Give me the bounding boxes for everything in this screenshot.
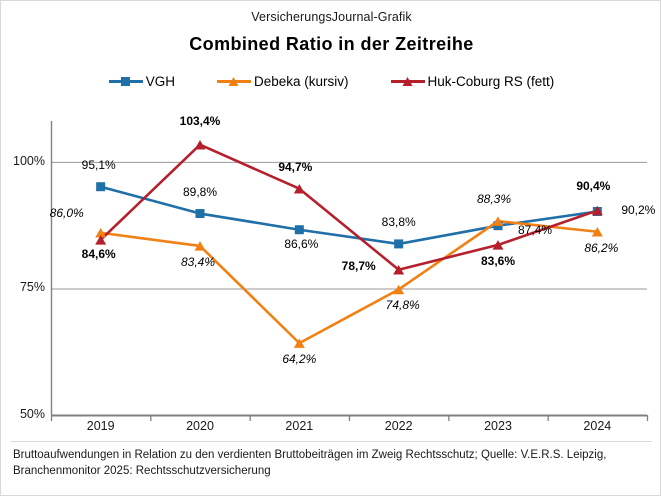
chart-footnote: Bruttoaufwendungen in Relation zu den ve… — [13, 449, 607, 477]
legend-swatch-vgh — [108, 73, 143, 89]
x-axis-tick-label: 2019 — [86, 419, 115, 433]
data-label-debeka-2019: 86,0% — [49, 205, 84, 220]
legend-label-debeka: Debeka (kursiv) — [253, 73, 349, 89]
data-label-vgh-2019: 95,1% — [81, 157, 116, 172]
data-label-debeka-2020: 83,4% — [180, 254, 216, 269]
square-marker-icon — [120, 77, 130, 86]
data-label-debeka-2024: 86,2% — [584, 240, 619, 255]
plot-area — [51, 129, 647, 415]
chart-legend: VGH Debeka (kursiv) Huk-Coburg RS (fett) — [1, 73, 661, 89]
data-label-vgh-2024: 90,2% — [621, 202, 656, 217]
data-label-huk-2022: 78,7% — [341, 258, 376, 273]
triangle-marker-icon — [402, 77, 412, 86]
legend-label-vgh: VGH — [145, 73, 175, 89]
x-axis-tick-label: 2020 — [186, 419, 214, 433]
data-label-vgh-2020: 89,8% — [182, 184, 218, 199]
x-axis-tick-label: 2021 — [285, 419, 314, 433]
data-label-vgh-2021: 86,6% — [284, 236, 319, 251]
data-label-huk-2023: 83,6% — [480, 253, 516, 268]
data-label-huk-2024: 90,4% — [576, 179, 611, 194]
data-label-debeka-2022: 74,8% — [385, 298, 420, 313]
axis-grid — [50, 121, 649, 421]
legend-item-vgh[interactable]: VGH — [108, 73, 175, 89]
legend-item-huk[interactable]: Huk-Coburg RS (fett) — [390, 73, 555, 89]
y-axis-tick-label: 75% — [19, 280, 45, 295]
triangle-marker-icon — [228, 77, 239, 86]
legend-label-huk: Huk-Coburg RS (fett) — [427, 73, 555, 89]
x-axis-tick-label: 2022 — [384, 419, 413, 433]
data-label-debeka-2023: 88,3% — [476, 192, 512, 207]
data-label-huk-2021: 94,7% — [278, 159, 313, 174]
data-label-vgh-2023: 87,4% — [518, 222, 553, 237]
data-label-vgh-2022: 83,8% — [381, 214, 416, 229]
data-label-debeka-2021: 64,2% — [282, 352, 317, 367]
x-axis-tick-label: 2024 — [583, 419, 612, 433]
chart-title: Combined Ratio in der Zeitreihe — [189, 34, 474, 54]
x-axis-tick-label: 2023 — [484, 419, 512, 433]
y-axis-tick-label: 100% — [13, 153, 45, 168]
chart-subtitle: VersicherungsJournal-Grafik — [251, 10, 412, 24]
data-label-huk-2019: 84,6% — [81, 246, 116, 261]
legend-item-debeka[interactable]: Debeka (kursiv) — [216, 73, 349, 89]
footer-divider — [11, 441, 652, 442]
y-axis-tick-label: 50% — [19, 407, 45, 421]
series-lines — [95, 139, 603, 348]
data-label-huk-2020: 103,4% — [179, 113, 221, 128]
legend-swatch-debeka — [216, 73, 251, 89]
legend-swatch-huk — [390, 73, 425, 89]
